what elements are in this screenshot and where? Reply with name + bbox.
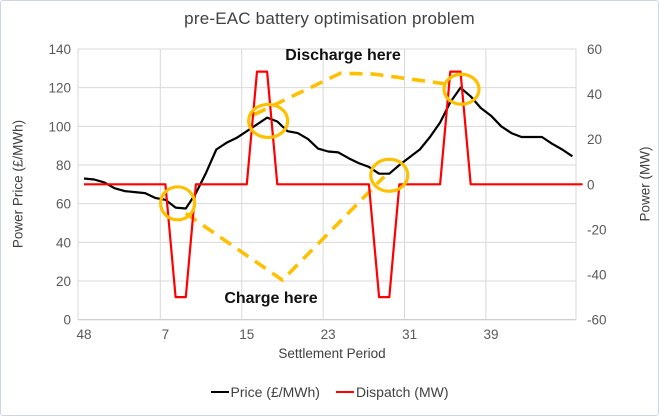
x-axis-tick: 7 [162, 327, 170, 342]
annotation-discharge-here: Discharge here [285, 47, 401, 64]
y-axis-tick-right: -60 [587, 313, 607, 328]
y-axis-tick-right: 40 [587, 87, 602, 102]
highlight-circle [247, 102, 290, 140]
legend: Price (£/MWh) Dispatch (MW) [210, 384, 449, 400]
legend-label-dispatch: Dispatch (MW) [355, 384, 449, 400]
y-axis-tick-left: 20 [56, 274, 71, 289]
y-axis-tick-left: 0 [63, 313, 71, 328]
x-axis-title: Settlement Period [278, 346, 386, 361]
y-axis-tick-left: 140 [48, 42, 71, 57]
y-axis-tick-left: 100 [48, 119, 71, 134]
y-axis-tick-right: 60 [587, 42, 602, 57]
price-line-series [83, 86, 574, 210]
y-axis-tick-right: 20 [587, 132, 602, 147]
legend-item-price: Price (£/MWh) [210, 384, 320, 400]
chart-title: pre-EAC battery optimisation problem [184, 9, 475, 28]
highlight-circle [442, 72, 481, 106]
y-axis-tick-right: -40 [587, 268, 607, 283]
charge-plan-path [184, 175, 386, 282]
y-axis-title-left: Power Price (£/MWh) [10, 119, 26, 249]
discharge-plan-path [253, 71, 453, 117]
legend-label-price: Price (£/MWh) [230, 384, 320, 400]
x-axis-tick: 15 [239, 327, 254, 342]
x-axis-tick: 39 [483, 327, 498, 342]
dispatch-line-swatch [335, 390, 354, 394]
y-axis-tick-right: 0 [587, 177, 595, 192]
highlight-circle [159, 185, 197, 222]
y-axis-tick-right: -20 [587, 222, 607, 237]
x-axis-tick: 48 [76, 327, 91, 342]
annotation-charge-here: Charge here [224, 290, 318, 307]
x-axis-tick: 31 [402, 327, 417, 342]
x-axis-tick: 23 [321, 327, 336, 342]
y-axis-title-right: Power (MW) [637, 146, 653, 222]
dispatch-line-series [84, 70, 583, 299]
price-line-swatch [210, 390, 229, 394]
y-axis-tick-left: 60 [56, 197, 71, 212]
legend-item-dispatch: Dispatch (MW) [335, 384, 449, 400]
y-axis-tick-left: 120 [48, 81, 71, 96]
highlight-circle [369, 157, 410, 193]
y-axis-tick-left: 80 [56, 158, 71, 173]
y-axis-tick-left: 40 [56, 235, 71, 250]
